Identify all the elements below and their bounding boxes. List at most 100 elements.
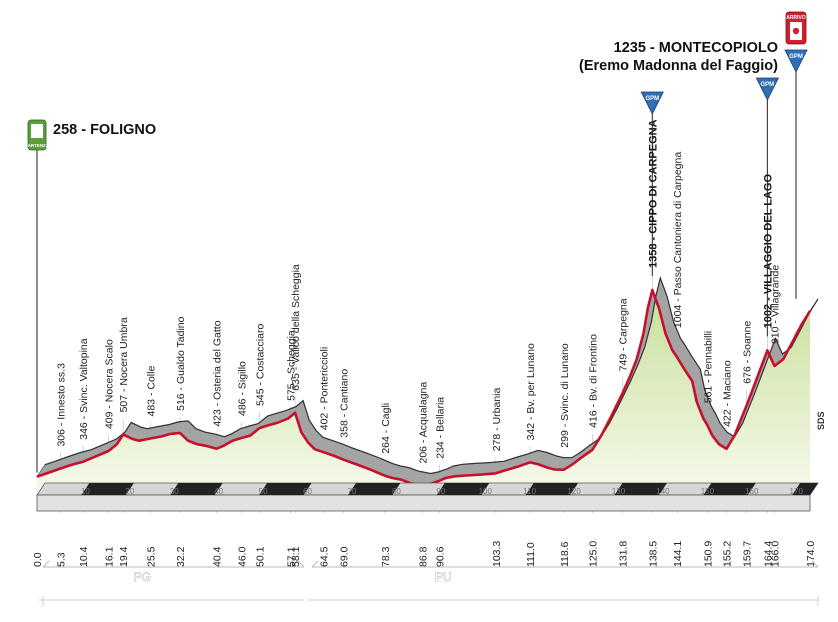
km-label: 164.4 <box>762 541 774 567</box>
km-label: 174.0 <box>805 541 817 567</box>
km-tick-label: 40 <box>214 487 223 496</box>
location-label: 306 - Innesto ss.3 <box>56 363 68 447</box>
km-label: 40.4 <box>211 546 223 567</box>
km-label: 90.6 <box>434 546 446 567</box>
finish-badge-dot <box>792 27 800 35</box>
region-label: PG <box>133 570 150 584</box>
km-label: 78.3 <box>380 546 392 567</box>
km-label: 19.4 <box>118 546 130 567</box>
km-label: 155.2 <box>721 541 733 567</box>
finish-title: 1235 - MONTECOPIOLO <box>614 40 778 56</box>
badges: GPM GPM GPM PARTENZA ARRIVO <box>25 11 808 337</box>
km-label: 16.1 <box>104 546 116 567</box>
location-label: 422 - Maciano <box>721 360 733 427</box>
location-label: 423 - Osteria del Gatto <box>211 320 223 426</box>
km-labels: 0.0 5.3 10.4 16.1 19.4 25.5 32.2 40.4 46.0 50.1 57… <box>32 541 817 567</box>
location-label: 516 - Gualdo Tadino <box>175 316 187 411</box>
location-label: 402 - Pontericcioli <box>319 347 331 430</box>
km-label: 131.8 <box>618 541 630 567</box>
km-label: 69.0 <box>339 546 351 567</box>
distance-band-segment <box>348 483 401 495</box>
distance-band-segment <box>170 483 223 495</box>
location-label: 416 - Bv. di Frontino <box>587 334 599 428</box>
km-label: 166.0 <box>769 541 781 567</box>
profile-ground <box>36 275 819 495</box>
km-tick-label: 90 <box>436 487 445 496</box>
km-label: 159.7 <box>741 541 753 567</box>
km-label: 46.0 <box>236 546 248 567</box>
location-label: 299 - Svinc. di Lunano <box>559 343 571 448</box>
location-label: 575 - Scheggia <box>286 330 298 401</box>
km-label: 111.0 <box>525 542 537 567</box>
km-tick-label: 160 <box>745 487 759 496</box>
km-tick-label: 130 <box>612 487 626 496</box>
distance-band-segment <box>792 483 818 495</box>
region-line-cap <box>42 560 50 568</box>
location-label: 749 - Carpegna <box>618 298 630 371</box>
km-label: 144.1 <box>672 541 684 567</box>
summit-label: 1358 - CIPPO DI CARPEGNA <box>647 119 659 268</box>
location-label: 561 - Pennabilli <box>702 331 714 403</box>
location-label: 346 - Svinc. Valtopina <box>78 338 90 440</box>
location-labels: 306 - Innesto ss.3 346 - Svinc. Valtopina… <box>56 119 782 463</box>
km-tick-label: 70 <box>348 487 357 496</box>
distance-band-segment <box>436 483 490 495</box>
km-label: 86.8 <box>418 546 430 567</box>
location-label: 545 - Costacciaro <box>255 324 267 406</box>
distance-band-segment <box>259 483 312 495</box>
distance-band-face <box>36 494 811 512</box>
distance-band: 10 20 30 40 50 60 70 80 90 100 110 120 130 140 150 160 1… <box>36 482 819 512</box>
km-label: 5.3 <box>56 552 68 567</box>
km-tick-label: 80 <box>392 487 401 496</box>
km-tick-label: 60 <box>303 487 312 496</box>
region-bands: PG PU <box>39 560 819 606</box>
distance-band-segment <box>81 483 134 495</box>
profile-line <box>36 288 812 487</box>
km-label: 32.2 <box>175 546 187 567</box>
km-tick-label: 10 <box>81 487 90 496</box>
km-label: 125.0 <box>587 541 599 567</box>
region-label: PU <box>435 570 452 584</box>
location-label: 206 - Acqualagna <box>418 382 430 464</box>
region-line-cap <box>311 560 319 568</box>
summit-label: 1002 - VILLAGGIO DEL LAGO <box>762 174 774 329</box>
headers: 258 - FOLIGNO 1235 - MONTECOPIOLO (Eremo… <box>53 40 778 138</box>
start-title: 258 - FOLIGNO <box>53 122 156 138</box>
location-label: 483 - Colle <box>145 366 157 417</box>
location-label: 486 - Sigillo <box>236 361 248 416</box>
gpm-icon <box>755 77 780 101</box>
region-line-cap <box>297 560 305 568</box>
km-label: 150.9 <box>702 541 714 567</box>
finish-badge-label: ARRIVO <box>786 15 806 21</box>
km-tick-label: 150 <box>701 487 715 496</box>
km-label: 57.1 <box>286 546 298 567</box>
km-tick-label: 100 <box>479 487 493 496</box>
location-label: 234 - Bellaria <box>434 397 446 459</box>
profile-area <box>37 290 810 495</box>
km-tick-label: 110 <box>523 487 536 496</box>
distance-band-segment <box>614 483 667 495</box>
location-label: 507 - Nocera Umbra <box>118 317 130 412</box>
km-tick-label: 170 <box>790 487 804 496</box>
km-tick-label: 20 <box>125 487 134 496</box>
distance-band-segment <box>703 483 756 495</box>
location-label: 264 - Cagli <box>380 403 392 454</box>
distance-band-segment <box>525 483 579 495</box>
km-label: 0.0 <box>32 552 44 567</box>
watermark: SDS <box>816 411 826 430</box>
km-tick-label: 140 <box>656 487 670 496</box>
km-label: 25.5 <box>145 546 157 567</box>
gpm-icon <box>784 49 808 73</box>
region-line-cap <box>811 560 819 568</box>
location-label: 278 - Urbania <box>491 387 503 451</box>
finish-subtitle: (Eremo Madonna del Faggio) <box>579 58 778 74</box>
km-tick-label: 30 <box>170 487 179 496</box>
profile-top-edge <box>44 275 819 475</box>
location-label: 1004 - Passo Cantoniera di Carpegna <box>672 152 684 328</box>
km-label: 10.4 <box>78 546 90 567</box>
km-tick-label: 120 <box>567 487 581 496</box>
location-label: 342 - Bv. per Lunano <box>525 343 537 440</box>
gpm-badge-label: GPM <box>789 54 803 60</box>
location-label: 358 - Cantiano <box>339 369 351 438</box>
